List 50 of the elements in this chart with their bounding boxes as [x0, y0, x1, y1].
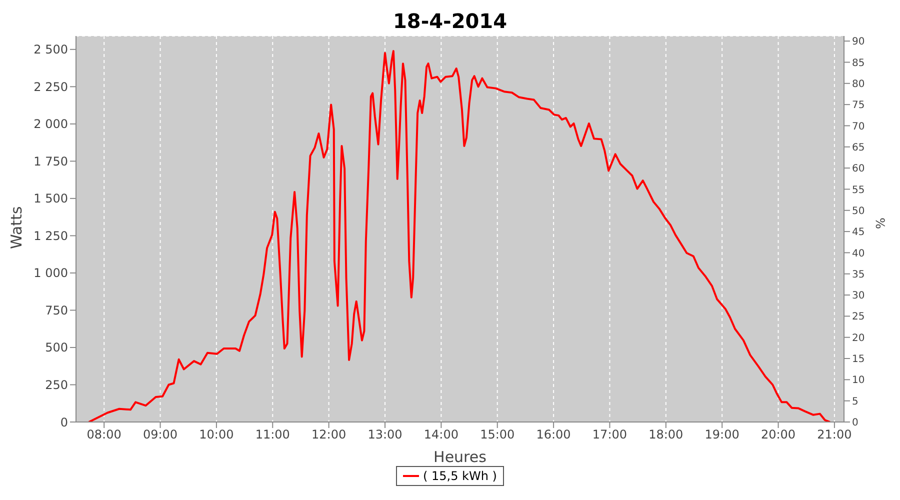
x-tick-label: 10:00: [199, 428, 234, 442]
y2-tick-label: 50: [852, 206, 865, 217]
x-tick-label: 20:00: [760, 428, 796, 442]
y2-tick-label: 70: [852, 121, 865, 132]
y2-tick-label: 85: [852, 58, 865, 69]
y-tick-label: 2 250: [34, 80, 68, 94]
x-tick-label: 21:00: [817, 428, 852, 442]
y2-tick-label: 80: [852, 78, 865, 90]
x-tick-label: 17:00: [592, 428, 628, 442]
y2-tick-label: 90: [852, 36, 865, 48]
x-tick-label: 11:00: [255, 428, 290, 442]
x-tick-label: 12:00: [312, 428, 346, 442]
y2-tick-label: 75: [852, 100, 865, 112]
y2-tick-label: 60: [852, 164, 865, 175]
y-tick-label: 1 250: [34, 228, 68, 243]
y2-axis-title: %: [872, 218, 887, 229]
x-tick-label: 19:00: [704, 428, 740, 442]
y-tick-label: 1 000: [34, 266, 68, 280]
x-axis-title: Heures: [434, 448, 487, 466]
y2-tick-label: 40: [852, 248, 865, 260]
x-tick-label: 08:00: [86, 428, 122, 442]
y2-tick-label: 65: [852, 142, 865, 154]
y2-tick-label: 45: [852, 227, 865, 238]
y-tick-label: 250: [45, 378, 68, 392]
line-series: [88, 50, 831, 422]
y-tick-label: 0: [60, 415, 68, 430]
x-tick-label: 09:00: [142, 428, 178, 442]
y-tick-label: 2 500: [34, 42, 68, 57]
x-tick-label: 13:00: [368, 428, 402, 442]
chart-title: 18-4-2014: [392, 8, 508, 35]
y-tick-label: 750: [45, 303, 68, 318]
y-tick-label: 1 750: [34, 154, 68, 168]
x-tick-label: 16:00: [536, 428, 571, 442]
y2-tick-label: 15: [852, 354, 865, 366]
y2-tick-label: 25: [852, 312, 865, 323]
y-tick-label: 500: [45, 340, 68, 355]
y-axis-title: Watts: [7, 206, 26, 249]
y2-tick-label: 5: [852, 396, 858, 408]
legend-label: ( 15,5 kWh ): [423, 469, 497, 483]
y2-tick-label: 35: [852, 269, 865, 280]
x-tick-label: 15:00: [480, 428, 515, 442]
y2-tick-label: 30: [852, 290, 865, 302]
y-tick-label: 1 500: [34, 192, 68, 206]
x-tick-label: 14:00: [424, 428, 458, 442]
y2-tick-label: 55: [852, 184, 865, 196]
y2-tick-label: 20: [852, 332, 865, 344]
y2-tick-label: 10: [852, 375, 865, 386]
x-tick-label: 18:00: [648, 428, 684, 442]
y-tick-label: 2 000: [34, 117, 68, 132]
y2-tick-label: 0: [852, 418, 858, 429]
